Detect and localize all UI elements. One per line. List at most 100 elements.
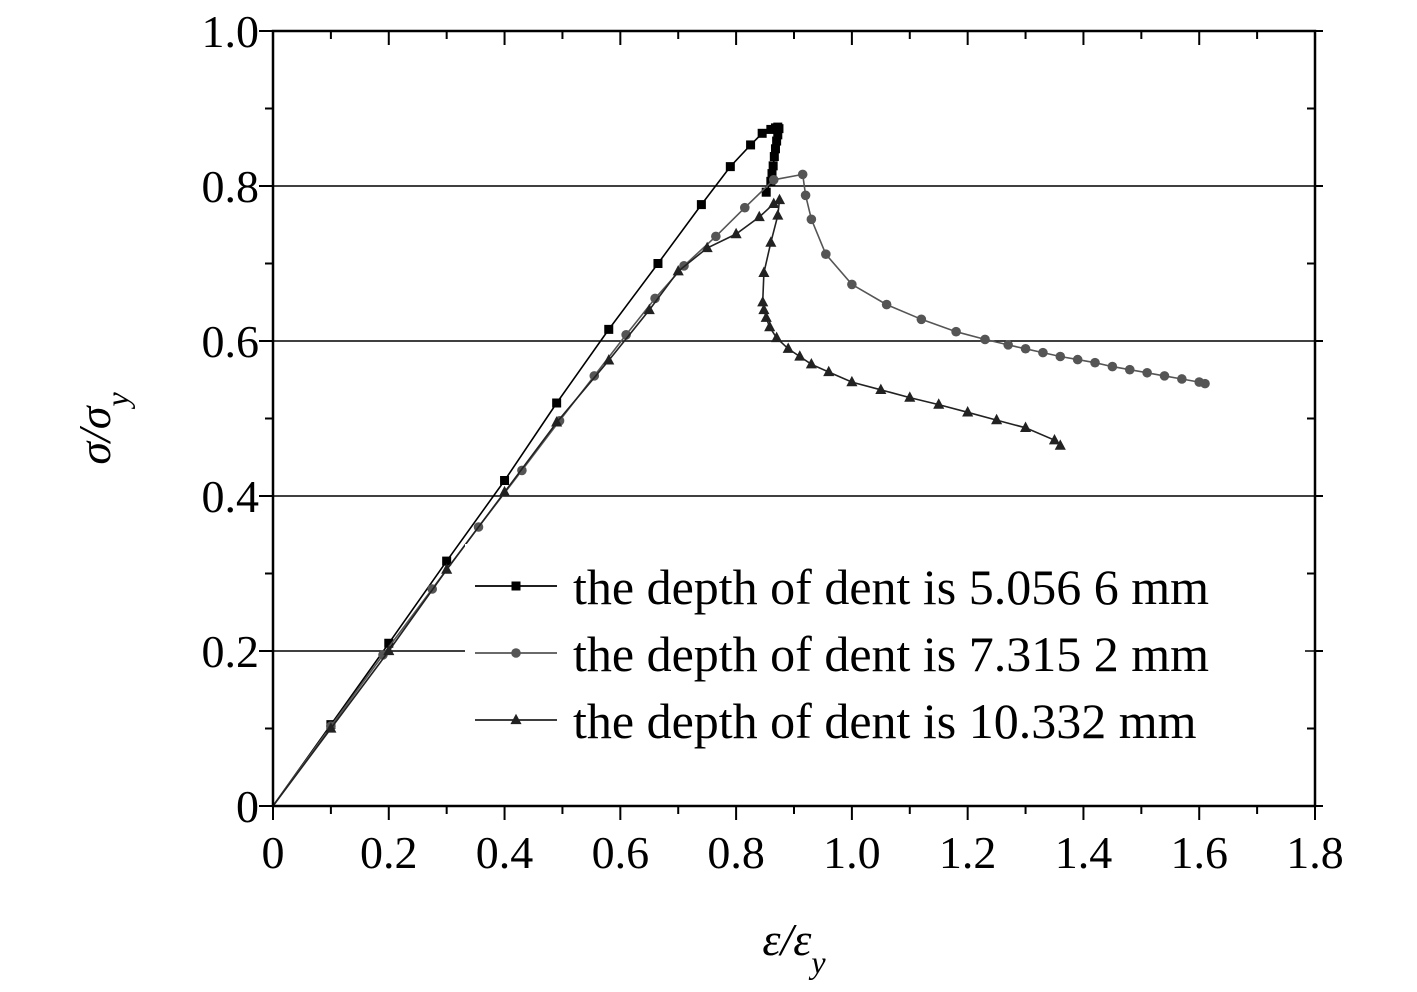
data-point-triangle [441, 563, 453, 574]
legend-item-2: the depth of dent is 7.315 2 mm [475, 626, 1209, 682]
data-point-triangle [603, 354, 615, 365]
data-point-square [604, 324, 614, 334]
x-tick-label: 0.4 [476, 827, 534, 878]
data-point-triangle [730, 227, 742, 239]
data-point-circle [1072, 354, 1083, 365]
data-point-triangle [782, 342, 794, 353]
series-layer [272, 122, 1210, 807]
data-point-circle [1090, 357, 1100, 368]
data-point-circle [797, 169, 808, 180]
data-point-triangle [991, 413, 1003, 425]
data-point-circle [821, 249, 831, 259]
x-tick-label: 0.6 [592, 827, 650, 878]
data-point-square [384, 638, 394, 648]
legend-marker [510, 713, 522, 725]
data-point-circle [1200, 378, 1210, 389]
legend-background [465, 544, 1305, 753]
data-point-square [772, 136, 782, 146]
x-axis-title-main: ε/ε [762, 914, 812, 965]
x-tick-label: 0.2 [360, 827, 418, 878]
tick-labels: 0 0.2 0.4 0.6 0.8 1.0 1.2 1.4 1.6 1.8 0 0.2 0.4 0.6 0.… [202, 6, 1344, 878]
data-point-circle [711, 231, 721, 242]
y-tick-label: 0.4 [202, 471, 260, 522]
data-point-circle [1003, 340, 1013, 350]
data-point-square [767, 169, 777, 179]
axis-ticks [259, 30, 1323, 820]
x-tick-label: 1.8 [1286, 827, 1344, 878]
data-point-triangle [962, 406, 974, 417]
data-point-triangle [753, 210, 765, 222]
x-tick-label: 0 [262, 827, 285, 878]
data-point-circle [916, 314, 927, 325]
data-point-square [768, 161, 778, 171]
data-point-square [770, 144, 780, 154]
data-point-triangle [933, 398, 945, 409]
x-tick-label: 0.8 [707, 827, 765, 878]
data-point-triangle [904, 391, 916, 402]
data-point-circle [650, 293, 660, 304]
data-point-square [552, 398, 562, 408]
data-point-triangle [701, 241, 713, 253]
data-point-circle [881, 299, 892, 310]
y-axis-title-main: σ/σ [69, 404, 120, 464]
data-point-triangle [823, 365, 835, 377]
data-point-square [773, 130, 783, 140]
data-point-square [766, 124, 776, 134]
data-point-circle [739, 202, 750, 213]
data-point-square [500, 476, 510, 485]
data-point-triangle [771, 331, 783, 343]
y-tick-label: 0.8 [202, 161, 260, 212]
data-point-triangle [772, 209, 784, 220]
data-point-circle [1107, 361, 1118, 372]
legend-marker [511, 581, 521, 591]
data-point-circle [621, 330, 631, 340]
y-axis-title: σ/σy [69, 392, 135, 465]
legend-label: the depth of dent is 10.332 mm [573, 693, 1197, 749]
x-axis-title: ε/εy [762, 914, 826, 980]
data-point-square [761, 187, 771, 197]
data-point-triangle [768, 197, 780, 208]
data-point-square [725, 162, 735, 172]
data-point-circle [806, 214, 817, 225]
y-axis-title-sub: y [99, 392, 135, 410]
data-point-circle [800, 190, 811, 201]
data-point-triangle [846, 375, 858, 387]
data-point-square [653, 259, 663, 268]
data-point-triangle [757, 296, 769, 307]
data-point-square [746, 140, 756, 150]
legend-label: the depth of dent is 7.315 2 mm [573, 626, 1209, 682]
data-point-circle [1055, 351, 1066, 362]
legend: the depth of dent is 5.056 6 mm the depth… [475, 559, 1209, 749]
data-point-circle [1177, 374, 1187, 384]
data-point-triangle [1054, 439, 1066, 450]
data-point-triangle [794, 350, 806, 361]
data-point-triangle [499, 485, 511, 497]
y-tick-label: 1.0 [202, 6, 260, 57]
data-point-triangle [758, 266, 770, 277]
data-point-triangle [551, 416, 563, 427]
data-point-circle [1159, 371, 1170, 381]
data-point-circle [1020, 343, 1031, 354]
legend-label: the depth of dent is 5.056 6 mm [573, 559, 1209, 615]
data-point-square [774, 124, 784, 134]
data-point-circle [951, 326, 961, 337]
x-axis-title-sub: y [808, 944, 826, 980]
data-point-square [442, 556, 452, 566]
legend-item-3: the depth of dent is 10.332 mm [475, 693, 1197, 749]
data-point-triangle [875, 383, 887, 394]
data-point-triangle [1048, 433, 1061, 445]
data-point-triangle [325, 722, 337, 733]
data-point-triangle [765, 236, 777, 247]
data-point-square [769, 152, 779, 162]
data-point-circle [847, 279, 857, 290]
data-point-triangle [383, 644, 395, 656]
data-point-circle [589, 371, 600, 381]
data-point-triangle [1020, 421, 1032, 432]
data-point-triangle [758, 303, 770, 315]
data-point-circle [768, 175, 779, 185]
data-point-triangle [643, 303, 655, 315]
legend-item-1: the depth of dent is 5.056 6 mm [475, 559, 1209, 615]
data-point-circle [980, 334, 990, 345]
series-3 [272, 193, 1066, 807]
